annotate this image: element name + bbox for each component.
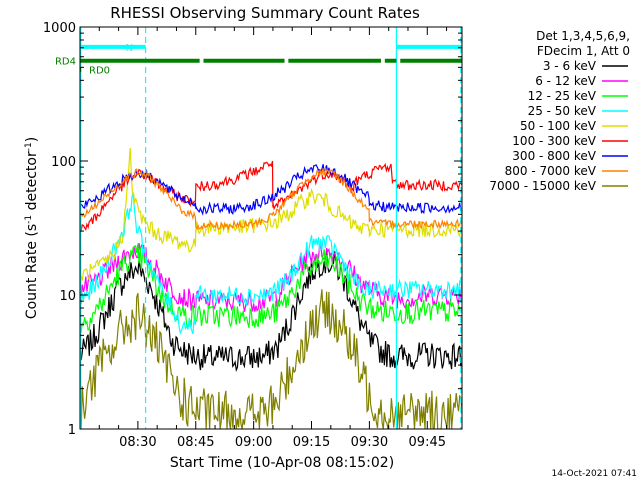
y-tick-label: 10 [59,289,76,304]
series-line [80,243,462,333]
legend-entry-label: 12 - 25 keV [528,89,597,103]
legend-header-line: FDecim 1, Att 0 [537,44,630,58]
x-tick-label: 08:30 [119,435,156,450]
legend-header-line: Det 1,3,4,5,6,9, [536,29,630,43]
footer-timestamp: 14-Oct-2021 07:41 [552,469,637,479]
series-line [80,166,462,231]
legend-entry-label: 7000 - 15000 keV [489,179,596,193]
x-axis-label: Start Time (10-Apr-08 08:15:02) [170,455,394,471]
series-line [80,147,462,282]
y-tick-label: 1000 [43,21,76,36]
flag-label-rd0: RD0 [89,66,110,77]
flag-label-rd4: RD4 [55,57,76,68]
legend-entry-label: 6 - 12 keV [535,74,597,88]
legend-entry-label: 100 - 300 keV [512,134,596,148]
plot-frame [79,26,463,430]
x-tick-label: 09:00 [235,435,272,450]
legend-entry-label: 800 - 7000 keV [505,164,597,178]
plot-area: N [80,27,462,429]
series-line [80,164,462,216]
legend-entry-label: 300 - 800 keV [512,149,596,163]
y-axis-label: Count Rate (s-1 detector-1) [24,137,40,319]
series-line [80,160,462,235]
legend-entry-label: 50 - 100 keV [520,119,597,133]
legend: Det 1,3,4,5,6,9,FDecim 1, Att 03 - 6 keV… [489,29,630,193]
flag-label-n: N [126,43,133,54]
y-tick-label: 1 [68,423,76,438]
y-tick-label: 100 [51,155,76,170]
x-tick-label: 09:15 [293,435,330,450]
series-line [80,248,462,372]
chart-title: RHESSI Observing Summary Count Rates [110,4,420,22]
x-tick-label: 09:45 [409,435,446,450]
legend-entry-label: 3 - 6 keV [543,59,597,73]
series-line [80,241,462,313]
x-tick-label: 08:45 [177,435,214,450]
legend-entry-label: 25 - 50 keV [528,104,597,118]
x-tick-label: 09:30 [351,435,388,450]
series-line [80,289,462,429]
series-line [80,192,462,335]
